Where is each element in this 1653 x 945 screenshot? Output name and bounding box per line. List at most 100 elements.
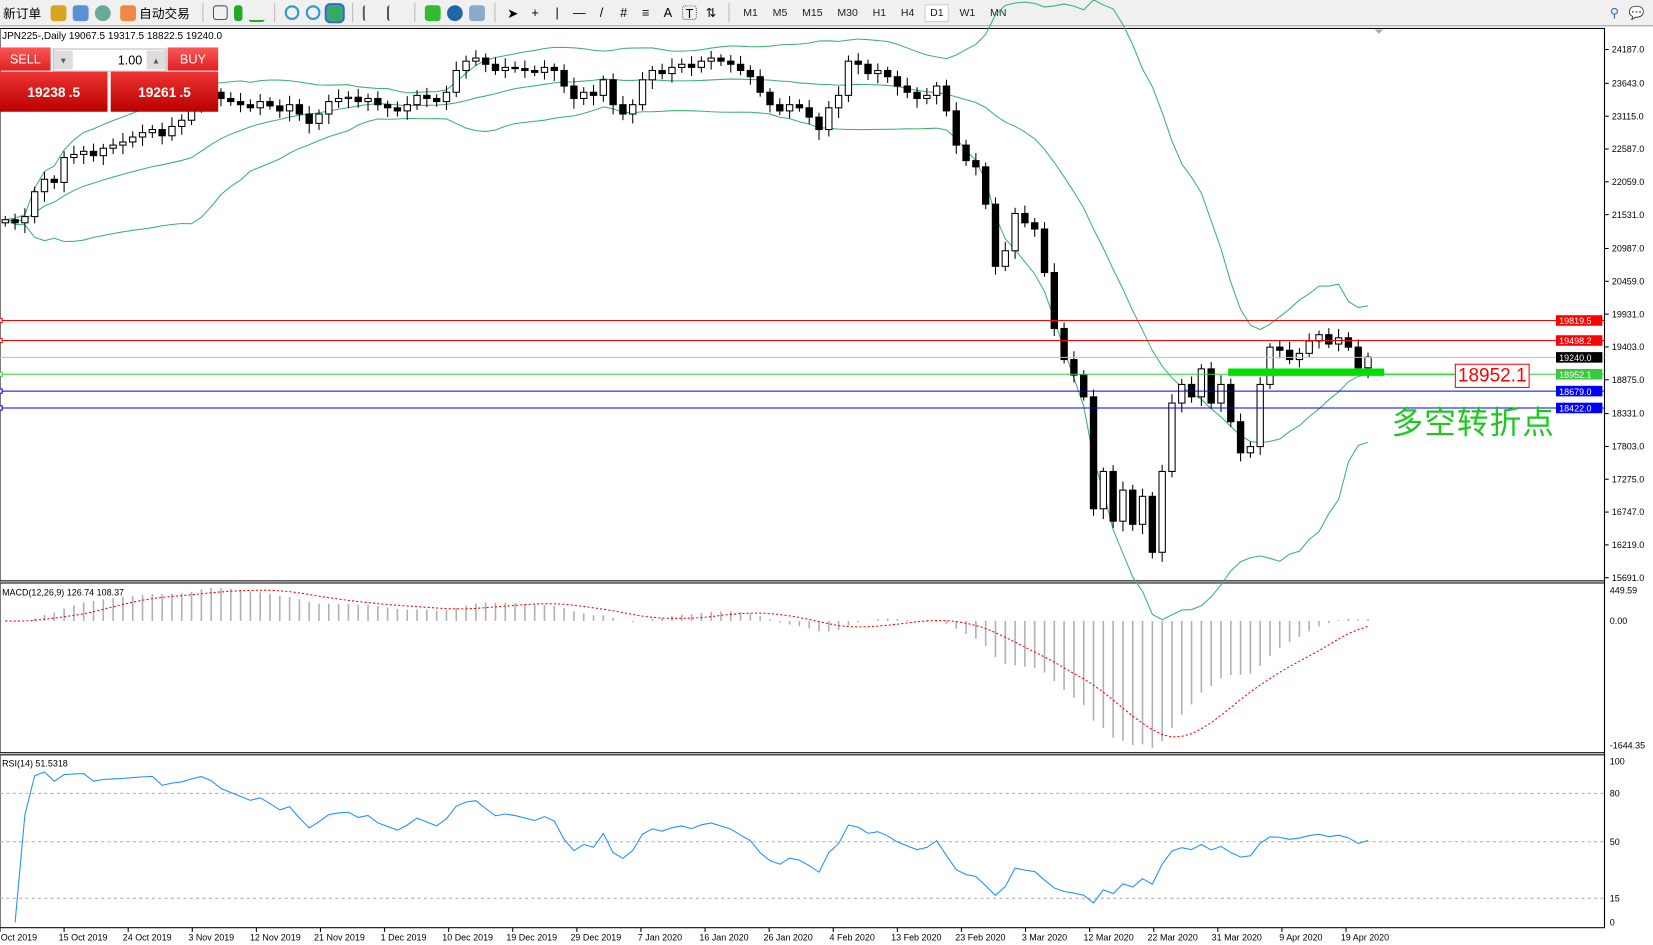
turning-point-price-label[interactable]: 18952.1 [1454, 363, 1530, 388]
candle-body [991, 203, 1000, 267]
fibonacci-icon[interactable]: ≡ [642, 4, 650, 20]
buy-price-fraction: .5 [179, 83, 191, 100]
timeframe-m1[interactable]: M1 [743, 6, 758, 19]
candle [687, 56, 696, 77]
candle-body [276, 105, 284, 112]
candle [923, 88, 931, 105]
lots-value[interactable]: 1.00 [117, 52, 143, 68]
candle-body [1, 219, 9, 224]
candle-body [148, 129, 157, 134]
horizontal-line-icon[interactable]: — [572, 4, 586, 20]
price-label-19819.5: 19819.5 [1559, 316, 1591, 326]
periods-clock-icon[interactable] [447, 4, 463, 21]
timeframe-m30[interactable]: M30 [837, 6, 858, 19]
candle-body [305, 113, 313, 124]
timeframe-h4[interactable]: H4 [900, 6, 915, 19]
zoom-in-icon[interactable] [284, 5, 300, 21]
lots-decrease-icon[interactable]: ▼ [53, 50, 73, 70]
candle-body [580, 91, 588, 99]
tile-windows-icon[interactable] [324, 2, 345, 23]
new-order-button[interactable]: 新订单 [0, 2, 44, 23]
text-label-icon[interactable]: T [682, 5, 697, 21]
candle-body [1138, 495, 1147, 525]
candle [70, 145, 78, 164]
candle-body [481, 57, 490, 65]
rsi-tick-label: 100 [1610, 756, 1625, 766]
candle [678, 58, 686, 73]
timeframe-d1[interactable]: D1 [924, 3, 949, 22]
candle [21, 208, 29, 234]
candle-body [854, 60, 862, 65]
candle [1001, 241, 1009, 272]
candle-body [1080, 374, 1088, 398]
candle [766, 88, 774, 113]
timeframe-w1[interactable]: W1 [959, 6, 976, 19]
candle-body [40, 178, 49, 193]
candle [776, 98, 784, 116]
auto-trading-label: 自动交易 [139, 5, 190, 21]
candle [1178, 378, 1186, 413]
candle-body [168, 125, 176, 137]
lots-increase-icon[interactable]: ▲ [146, 50, 166, 70]
macd-tick-label: -1644.35 [1610, 740, 1645, 750]
cursor-arrow-icon[interactable]: ➤ [507, 4, 519, 21]
candle [99, 143, 108, 165]
candle-body [1099, 470, 1108, 510]
turning-point-text[interactable]: 多空转折点 [1391, 404, 1555, 442]
line-chart-icon[interactable] [248, 4, 265, 22]
candle [1109, 465, 1117, 528]
market-watch-icon[interactable] [50, 4, 67, 21]
templates-icon[interactable] [469, 4, 485, 21]
date-tick-label: 23 Feb 2020 [955, 932, 1005, 942]
candle [1060, 322, 1068, 364]
price-label-bg-19498.2 [1555, 335, 1603, 346]
candle-body [354, 96, 362, 103]
separator [202, 3, 204, 23]
line-handle [0, 371, 3, 377]
indicators-icon[interactable] [424, 4, 441, 21]
candle [344, 91, 353, 109]
candle-body [138, 132, 147, 138]
arrows-icon[interactable]: ⇅ [705, 4, 717, 20]
candle-body [1197, 368, 1206, 398]
text-icon[interactable]: A [663, 4, 673, 20]
zoom-out-icon[interactable] [305, 5, 321, 21]
date-tick-label: 29 Dec 2019 [570, 932, 621, 942]
trendline-icon[interactable]: / [599, 4, 604, 20]
candle [246, 99, 255, 112]
lots-input[interactable]: ▼ 1.00 ▲ [52, 48, 167, 72]
candle [1325, 328, 1333, 349]
vertical-line-icon[interactable]: | [555, 4, 559, 20]
line-handle [0, 317, 3, 324]
candle-body [1168, 402, 1176, 472]
shift-marker-icon [1374, 29, 1384, 34]
price-tick-label: 19931.0 [1612, 309, 1644, 319]
timeframe-m5[interactable]: M5 [772, 6, 788, 19]
candle [981, 162, 990, 210]
auto-scroll-icon[interactable] [386, 4, 405, 21]
candle-body [932, 85, 941, 96]
search-icon[interactable]: ⚲ [1609, 4, 1620, 20]
price-tick-label: 23115.0 [1612, 111, 1644, 121]
crosshair-icon[interactable]: + [531, 4, 539, 20]
candle [1031, 218, 1039, 237]
candle [844, 55, 853, 103]
data-window-icon[interactable] [72, 4, 89, 21]
auto-trading-button[interactable]: 自动交易 [117, 2, 193, 23]
timeframe-m15[interactable]: M15 [802, 6, 823, 19]
candle [805, 100, 813, 125]
sell-button[interactable]: SELL [0, 47, 51, 71]
candle-body [599, 79, 608, 96]
bar-chart-icon[interactable] [212, 5, 228, 21]
buy-price[interactable]: 19261.5 [110, 71, 219, 112]
candle [1207, 361, 1215, 409]
equidistant-channel-icon[interactable]: # [620, 4, 628, 20]
sell-price[interactable]: 19238.5 [0, 71, 108, 112]
buy-button[interactable]: BUY [167, 47, 219, 71]
chart-shift-icon[interactable] [362, 4, 381, 21]
navigator-icon[interactable] [94, 4, 111, 21]
candlestick-icon[interactable] [234, 4, 243, 21]
chat-icon[interactable]: 💬 [1628, 4, 1645, 20]
timeframe-h1[interactable]: H1 [872, 6, 887, 19]
